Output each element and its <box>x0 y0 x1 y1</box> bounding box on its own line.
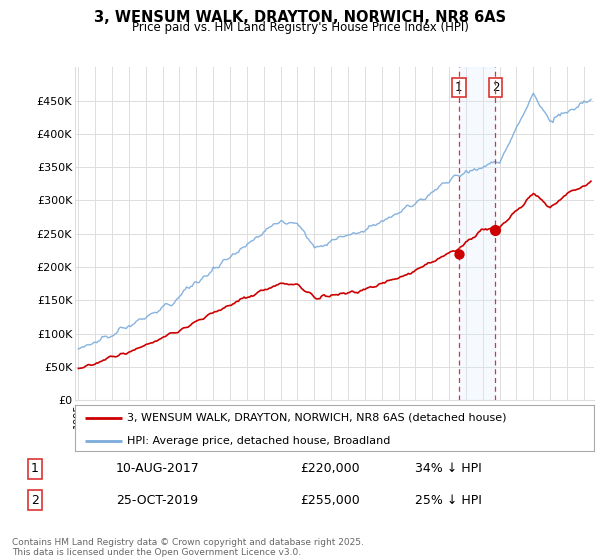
Text: 34% ↓ HPI: 34% ↓ HPI <box>415 462 482 475</box>
Text: 1: 1 <box>31 462 39 475</box>
Text: 2: 2 <box>491 81 499 94</box>
Text: 1: 1 <box>455 81 463 94</box>
Text: £220,000: £220,000 <box>300 462 359 475</box>
Text: 25-OCT-2019: 25-OCT-2019 <box>116 493 198 507</box>
Text: HPI: Average price, detached house, Broadland: HPI: Average price, detached house, Broa… <box>127 436 390 446</box>
Text: £255,000: £255,000 <box>300 493 360 507</box>
Text: 25% ↓ HPI: 25% ↓ HPI <box>415 493 482 507</box>
Text: Price paid vs. HM Land Registry's House Price Index (HPI): Price paid vs. HM Land Registry's House … <box>131 21 469 34</box>
Text: 10-AUG-2017: 10-AUG-2017 <box>116 462 199 475</box>
Text: Contains HM Land Registry data © Crown copyright and database right 2025.
This d: Contains HM Land Registry data © Crown c… <box>12 538 364 557</box>
Point <box>454 249 464 258</box>
Text: 3, WENSUM WALK, DRAYTON, NORWICH, NR8 6AS (detached house): 3, WENSUM WALK, DRAYTON, NORWICH, NR8 6A… <box>127 413 506 423</box>
Text: 2: 2 <box>31 493 39 507</box>
Bar <box>459 67 496 400</box>
Text: 3, WENSUM WALK, DRAYTON, NORWICH, NR8 6AS: 3, WENSUM WALK, DRAYTON, NORWICH, NR8 6A… <box>94 10 506 25</box>
Point <box>491 226 500 235</box>
